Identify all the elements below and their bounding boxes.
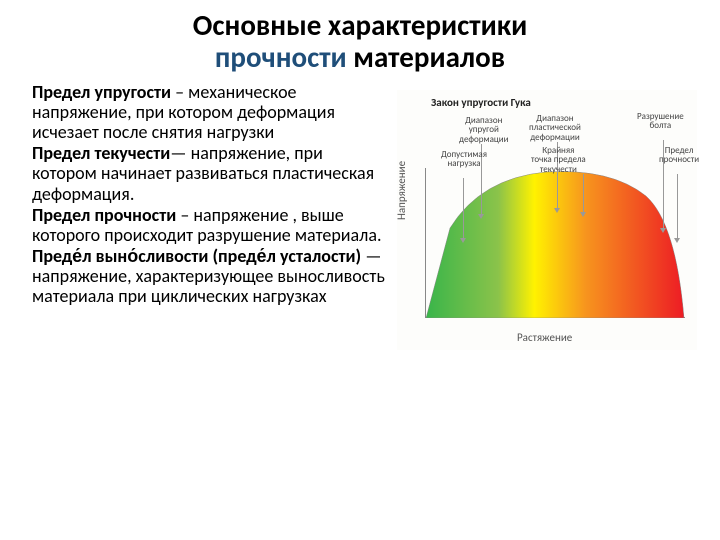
definition-paragraph: Преде́л выно́сливости (преде́л усталости… [32,246,387,306]
annotation-arrow-icon [460,238,466,243]
term: Предел прочности [32,204,176,226]
term: Преде́л выно́сливости (преде́л усталости… [32,245,361,267]
chart-title: Закон упругости Гука [431,96,531,109]
title-line1: Основные характеристики [193,7,527,43]
annotation-leader [677,174,678,238]
chart-annotation: Диапазонпластическойдеформации [529,114,581,142]
definition-paragraph: Предел прочности – напряжение , выше кот… [32,205,387,245]
chart-annotation: Разрушениеболта [637,112,684,131]
title-accent: прочности [215,39,347,75]
slide-title: Основные характеристики прочности матери… [0,0,720,82]
annotation-arrow-icon [554,208,560,213]
chart-annotation: Диапазонупругойдеформации [459,116,509,144]
definition-paragraph: Предел текучести— напряжение, при которо… [32,143,387,203]
annotation-arrow-icon [580,212,586,217]
annotation-arrow-icon [674,238,680,243]
stress-strain-curve [426,168,686,318]
chart-annotation: Крайняяточка пределатекучести [531,146,586,174]
definitions-column: Предел упругости – механическое напряжен… [32,82,387,350]
annotation-leader [583,174,584,212]
term: Предел текучести [32,142,170,164]
definition-paragraph: Предел упругости – механическое напряжен… [32,82,387,142]
term: Предел упругости [32,81,171,103]
chart-annotation: Допустимаянагрузка [441,150,487,169]
annotation-arrow-icon [478,214,484,219]
annotation-arrow-icon [660,228,666,233]
annotation-leader [463,178,464,238]
chart-annotation: Пределпрочности [659,146,699,165]
hooke-law-chart: Закон упругости Гука Напряжение Растяжен… [397,90,697,350]
y-axis-label: Напряжение [395,161,408,220]
chart-column: Закон упругости Гука Напряжение Растяжен… [397,82,700,350]
x-axis-label: Растяжение [517,331,572,344]
content-row: Предел упругости – механическое напряжен… [0,82,720,350]
plot-area [425,168,685,318]
title-tail: материалов [347,39,505,75]
